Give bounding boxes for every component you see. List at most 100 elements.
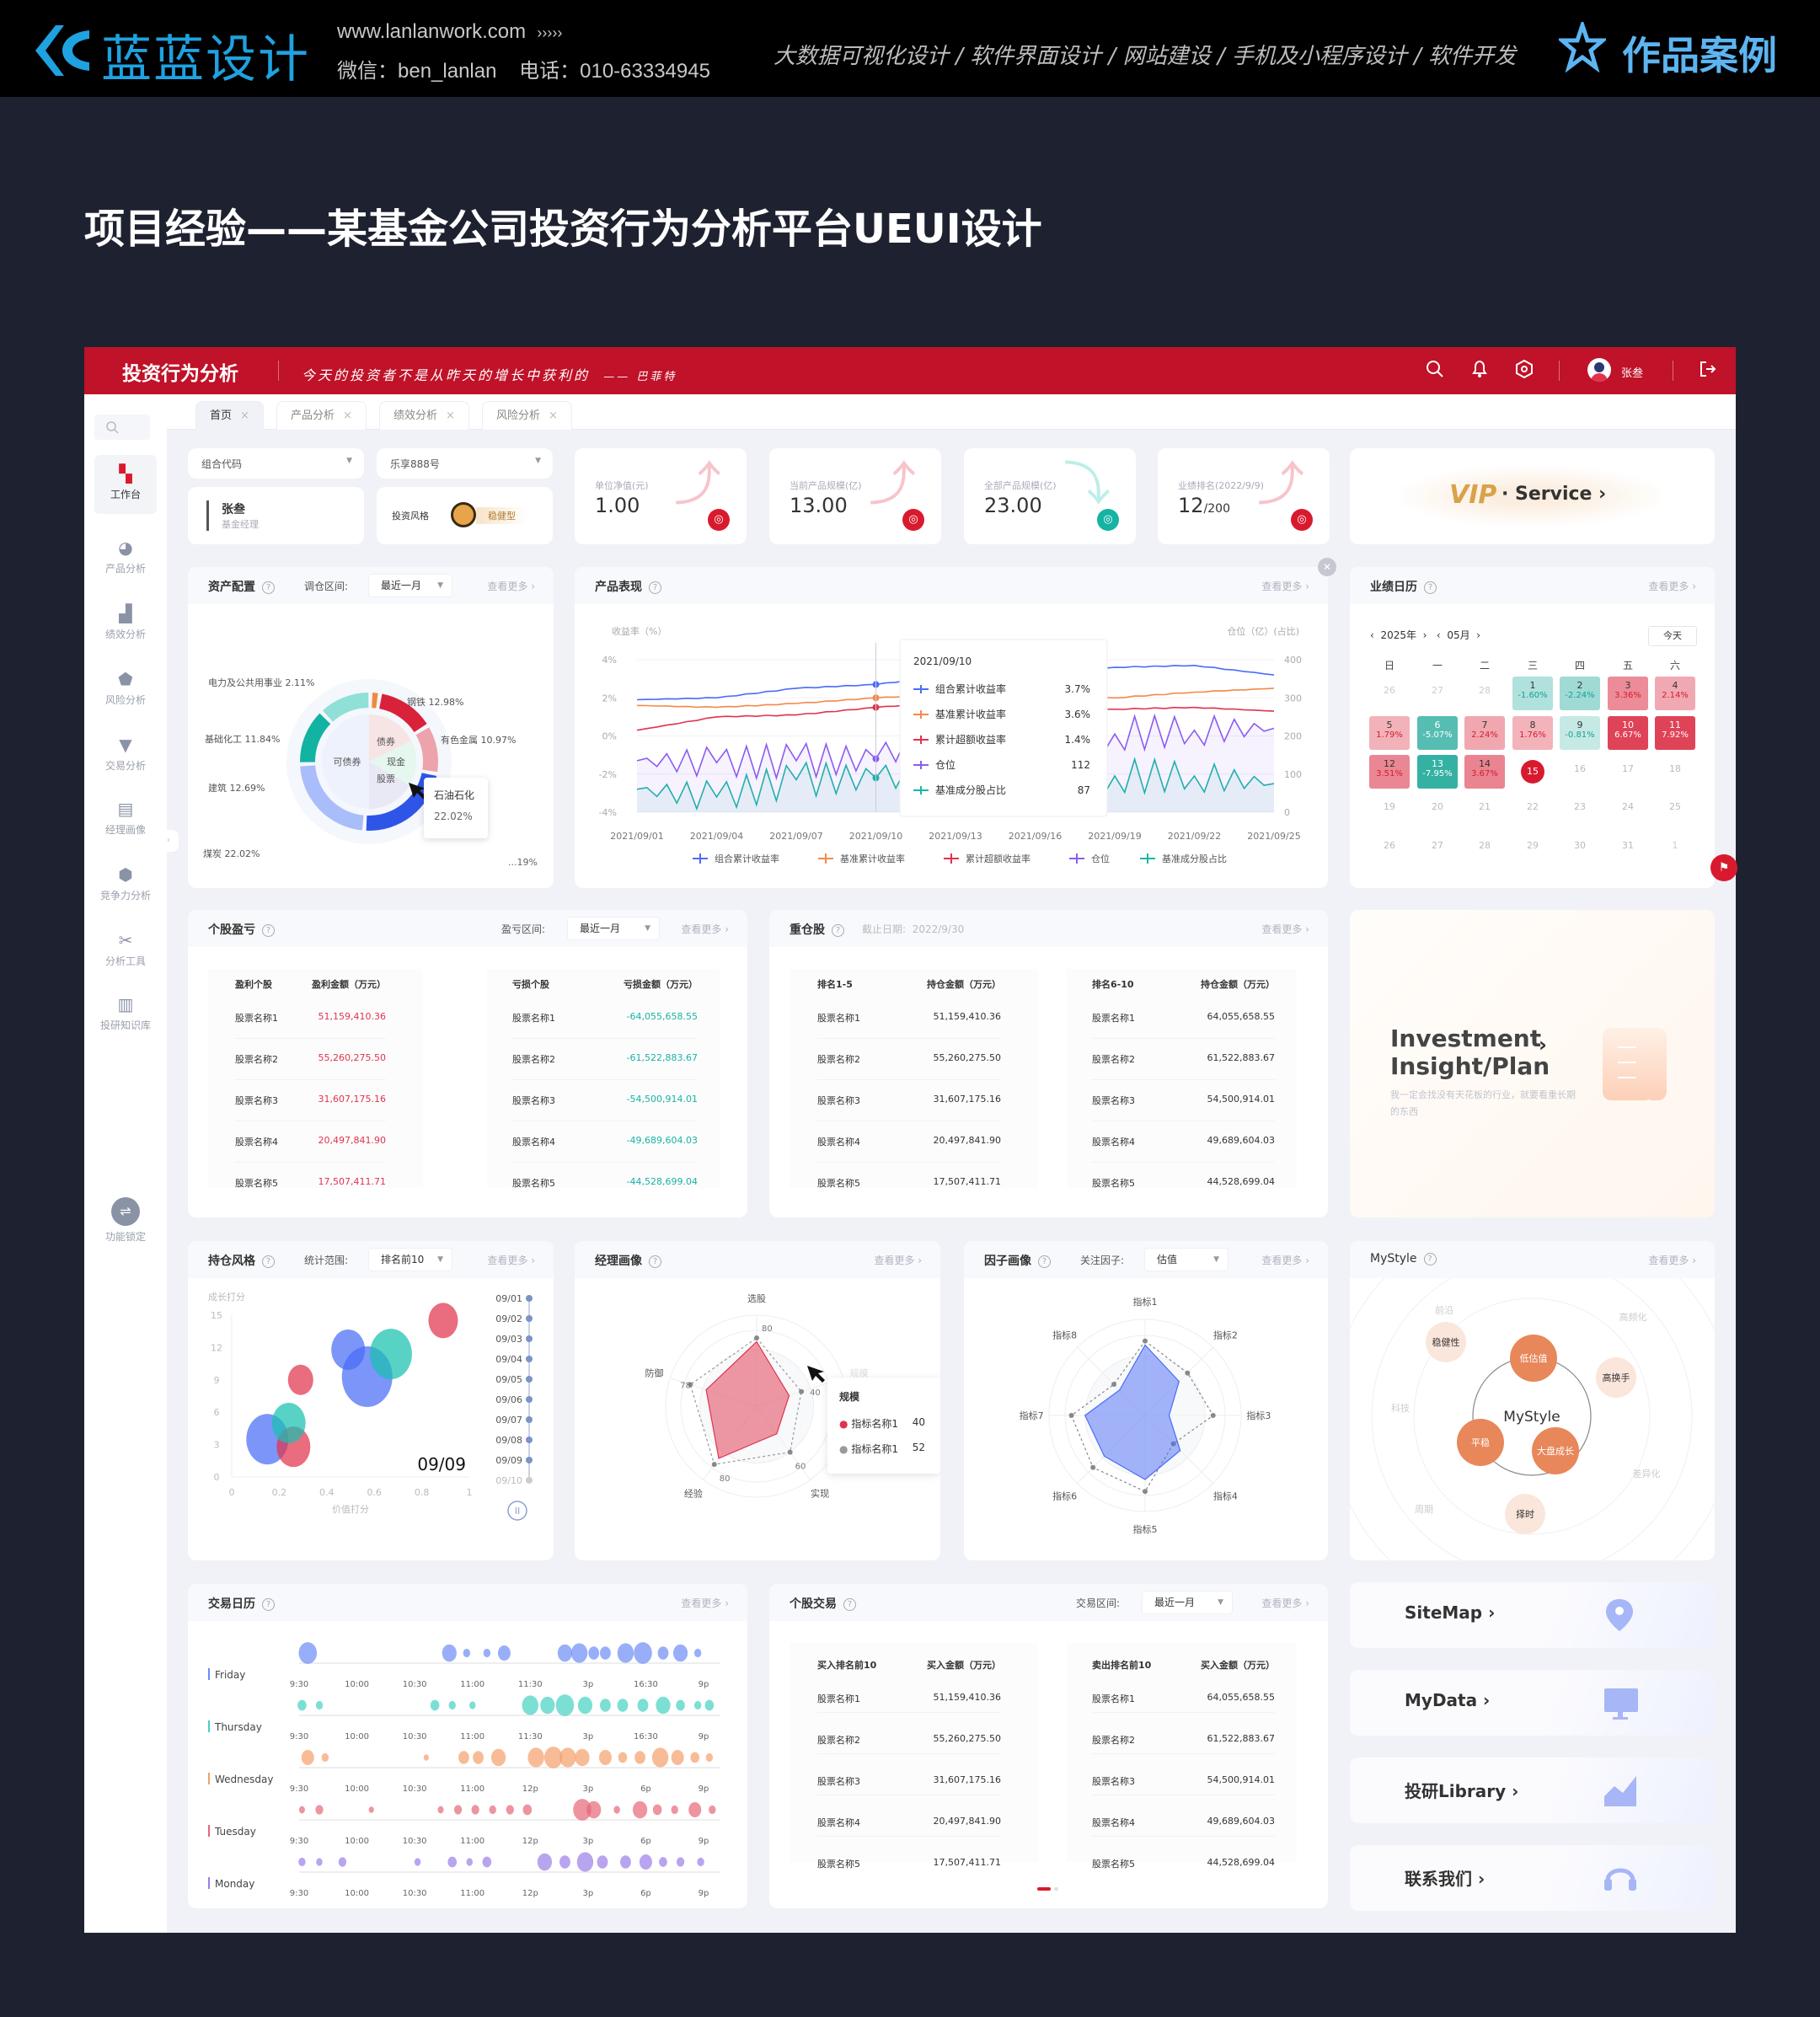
calendar-day[interactable]: 21 [1479,801,1491,812]
calendar-day[interactable]: 18 [1669,763,1681,774]
more-link[interactable]: 查看更多 › [1261,580,1309,592]
more-link[interactable]: 查看更多 › [1261,923,1309,935]
calendar-day[interactable]: 13 -7.95% [1417,755,1458,789]
more-link[interactable]: 查看更多 › [487,580,535,592]
sidebar-item-2[interactable]: ▟ 绩效分析 [94,595,157,654]
investment-insight-card[interactable]: Investment Insight/Plan › 我一定会找没有天花板的行业，就… [1350,910,1715,1217]
more-link[interactable]: 查看更多 › [1648,580,1696,592]
more-link[interactable]: 查看更多 › [487,1255,535,1266]
calendar-day[interactable]: 30 [1574,840,1586,851]
pagination-dot-active[interactable] [1037,1887,1051,1891]
calendar-day[interactable]: 8 1.76% [1512,716,1553,750]
sidebar-item-6[interactable]: ⬢ 竞争力分析 [94,856,157,915]
next-month-button[interactable]: › [1476,629,1481,641]
more-link[interactable]: 查看更多 › [1261,1597,1309,1609]
period-select[interactable]: 最近一月 ▼ [368,574,452,597]
more-link[interactable]: 查看更多 › [874,1255,922,1266]
factor-select[interactable]: 估值 ▼ [1144,1248,1228,1271]
tab-0[interactable]: 首页 × [195,401,264,430]
calendar-day[interactable]: 27 [1432,840,1443,851]
sidebar-item-0[interactable]: ▚ 工作台 [94,455,157,514]
calendar-day[interactable]: 17 [1622,763,1634,774]
sidebar-item-1[interactable]: ◕ 产品分析 [94,529,157,588]
table-row[interactable]: 股票名称2 55,260,275.50 股票名称2 -61,522,883.67 [188,1052,747,1069]
table-row[interactable]: 股票名称4 20,497,841.90 股票名称4 -49,689,604.03 [188,1135,747,1152]
works-link[interactable]: 作品案例 [1622,33,1777,78]
search-icon[interactable] [1424,359,1446,381]
today-button[interactable]: 今天 [1648,626,1697,646]
calendar-day[interactable]: 12 3.51% [1369,755,1410,789]
close-tab-icon[interactable]: × [240,409,249,422]
calendar-day[interactable]: 26 [1384,685,1395,696]
sidebar-item-5[interactable]: ▤ 经理画像 [94,790,157,849]
trade-period-select[interactable]: 最近一月 ▼ [1142,1591,1233,1614]
table-row[interactable]: 股票名称1 51,159,410.36 股票名称1 -64,055,658.55 [188,1011,747,1028]
sidebar-collapse-handle[interactable]: ‹ [167,830,179,852]
calendar-day[interactable]: 23 [1574,801,1586,812]
portfolio-code-select[interactable]: 组合代码 ▼ [188,448,364,479]
calendar-day[interactable]: 27 [1432,685,1443,696]
table-row[interactable]: 股票名称5 17,507,411.71 股票名称5 -44,528,699.04 [188,1176,747,1193]
calendar-day[interactable]: 19 [1384,801,1395,812]
close-tab-icon[interactable]: × [343,409,352,422]
quick-link-1[interactable]: MyData › [1350,1670,1715,1736]
calendar-day[interactable]: 1 [1672,840,1678,851]
calendar-day[interactable]: 10 6.67% [1608,716,1648,750]
calendar-day[interactable]: 24 [1622,801,1634,812]
calendar-day[interactable]: 4 2.14% [1655,677,1695,710]
sidebar-item-3[interactable]: ⬟ 风险分析 [94,661,157,720]
app-name[interactable]: 投资行为分析 [122,363,238,385]
table-row[interactable]: 股票名称3 31,607,175.16 股票名称3 -54,500,914.01 [188,1094,747,1110]
sidebar-search[interactable] [94,415,150,440]
table-row[interactable]: 股票名称3 31,607,175.16 股票名称3 54,500,914.01 [769,1774,1328,1791]
product-select[interactable]: 乐享888号 ▼ [377,448,553,479]
more-link[interactable]: 查看更多 › [1648,1255,1696,1266]
calendar-day[interactable]: 6 -5.07% [1417,716,1458,750]
more-link[interactable]: 查看更多 › [681,923,729,935]
table-row[interactable]: 股票名称1 51,159,410.36 股票名称1 64,055,658.55 [769,1692,1328,1709]
calendar-day[interactable]: 28 [1479,840,1491,851]
calendar-day[interactable]: 26 [1384,840,1395,851]
calendar-day[interactable]: 14 3.67% [1464,755,1505,789]
calendar-day[interactable]: 16 [1574,763,1586,774]
user-name[interactable]: 张叁 [1621,367,1644,380]
quick-link-3[interactable]: 联系我们 › [1350,1845,1715,1911]
feedback-float-button[interactable]: ⚑ [1710,854,1737,881]
brand-site[interactable]: www.lanlanwork.com ››››› [337,20,563,43]
pagination-dot[interactable] [1054,1887,1058,1891]
calendar-day[interactable]: 7 2.24% [1464,716,1505,750]
sidebar-item-4[interactable]: ▼ 交易分析 [94,726,157,785]
sidebar-lock[interactable]: ⇌ 功能锁定 [94,1192,157,1251]
bell-icon[interactable] [1469,359,1491,381]
more-link[interactable]: 查看更多 › [1261,1255,1309,1266]
sidebar-item-8[interactable]: ▥ 投研知识库 [94,986,157,1045]
sidebar-item-7[interactable]: ✂ 分析工具 [94,922,157,981]
table-row[interactable]: 股票名称5 17,507,411.71 股票名称5 44,528,699.04 [769,1857,1328,1874]
table-row[interactable]: 股票名称4 20,497,841.90 股票名称4 49,689,604.03 [769,1135,1328,1152]
prev-month-button[interactable]: ‹ [1436,629,1441,641]
table-row[interactable]: 股票名称2 55,260,275.50 股票名称2 61,522,883.67 [769,1052,1328,1069]
table-row[interactable]: 股票名称3 31,607,175.16 股票名称3 54,500,914.01 [769,1094,1328,1110]
close-tab-icon[interactable]: × [549,409,558,422]
pnl-period-select[interactable]: 最近一月 ▼ [567,917,660,940]
calendar-day[interactable]: 1 -1.60% [1512,677,1553,710]
settings-icon[interactable] [1513,359,1535,381]
table-row[interactable]: 股票名称2 55,260,275.50 股票名称2 61,522,883.67 [769,1733,1328,1750]
close-icon[interactable]: ✕ [1318,558,1336,576]
calendar-day[interactable]: 31 [1622,840,1634,851]
calendar-day[interactable]: 20 [1432,801,1443,812]
table-row[interactable]: 股票名称1 51,159,410.36 股票名称1 64,055,658.55 [769,1011,1328,1028]
range-select[interactable]: 排名前10 ▼ [368,1248,452,1271]
calendar-day[interactable]: 2 -2.24% [1560,677,1600,710]
calendar-day[interactable]: 29 [1527,840,1539,851]
tab-1[interactable]: 产品分析 × [276,401,367,430]
quick-link-0[interactable]: SiteMap › [1350,1582,1715,1648]
tab-3[interactable]: 风险分析 × [482,401,572,430]
table-row[interactable]: 股票名称5 17,507,411.71 股票名称5 44,528,699.04 [769,1176,1328,1193]
close-tab-icon[interactable]: × [446,409,455,422]
calendar-day[interactable]: 9 -0.81% [1560,716,1600,750]
quick-link-2[interactable]: 投研Library › [1350,1758,1715,1823]
prev-year-button[interactable]: ‹ [1370,629,1374,641]
calendar-day[interactable]: 11 7.92% [1655,716,1695,750]
more-link[interactable]: 查看更多 › [681,1597,729,1609]
